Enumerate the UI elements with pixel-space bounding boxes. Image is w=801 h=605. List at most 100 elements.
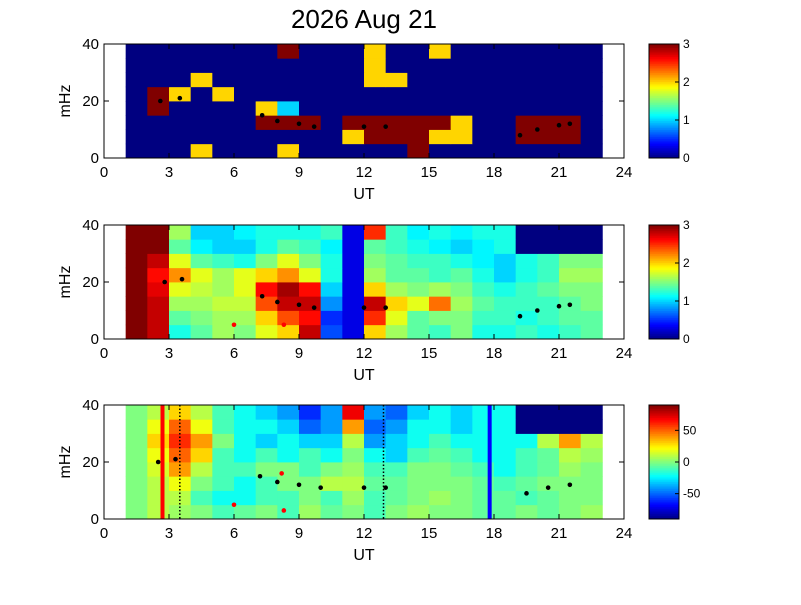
- heatmap-cell: [234, 267, 257, 283]
- heatmap-cell: [342, 58, 365, 73]
- heatmap-cell: [472, 239, 495, 254]
- y-axis-label: mHz: [57, 446, 74, 479]
- colorbar-segment: [649, 478, 679, 481]
- heatmap-cell: [342, 86, 365, 102]
- colorbar-segment: [649, 104, 679, 107]
- heatmap-cell: [407, 267, 430, 283]
- heatmap-cell: [559, 324, 582, 340]
- track-point: [257, 473, 263, 479]
- x-tick-label: 3: [165, 525, 173, 542]
- heatmap-cell: [342, 296, 365, 311]
- heatmap-cell: [212, 282, 235, 297]
- heatmap-cell: [125, 44, 148, 59]
- colorbar-segment: [649, 460, 679, 463]
- colorbar-tick-label: 1: [683, 113, 690, 127]
- track-point: [524, 491, 529, 496]
- heatmap-cell: [472, 282, 495, 297]
- heatmap-cell: [190, 324, 213, 340]
- colorbar-segment: [649, 485, 679, 488]
- colorbar-segment: [649, 426, 679, 429]
- heatmap-cell: [234, 239, 257, 254]
- colorbar-segment: [649, 435, 679, 438]
- heatmap-cell: [212, 296, 235, 311]
- heatmap-cell: [255, 115, 278, 130]
- heatmap-cell: [407, 44, 430, 59]
- heatmap-cell: [472, 324, 495, 340]
- heatmap-cell: [147, 129, 170, 145]
- heatmap-cell: [364, 225, 387, 240]
- heatmap-cell: [364, 433, 387, 449]
- colorbar-segment: [649, 428, 679, 431]
- heatmap-cell: [169, 239, 192, 254]
- heatmap-cell: [147, 419, 170, 434]
- colorbar-segment: [649, 331, 679, 335]
- colorbar-segment: [649, 438, 679, 442]
- colorbar-segment: [649, 141, 679, 145]
- colorbar-segment: [649, 274, 679, 278]
- heatmap-cell: [169, 267, 192, 283]
- heatmap-cell: [429, 143, 452, 159]
- heatmap-cell: [169, 86, 192, 102]
- heatmap-cell: [429, 490, 452, 506]
- heatmap-cell: [494, 447, 517, 463]
- colorbar-segment: [649, 129, 679, 132]
- heatmap-cell: [234, 58, 257, 73]
- heatmap-cell: [494, 129, 517, 145]
- heatmap-cell: [515, 462, 538, 477]
- heatmap-cell: [342, 310, 365, 326]
- heatmap-cell: [407, 225, 430, 240]
- heatmap-cell: [212, 129, 235, 145]
- track-point: [177, 95, 183, 101]
- heatmap-cell: [190, 447, 213, 463]
- colorbar-segment: [649, 265, 679, 269]
- x-tick-label: 24: [616, 345, 633, 362]
- colorbar-segment: [649, 472, 679, 475]
- heatmap-cell: [147, 490, 170, 506]
- heatmap-cell: [429, 447, 452, 463]
- heatmap-cell: [125, 72, 148, 88]
- heatmap-cell: [494, 476, 517, 491]
- heatmap-cell: [537, 490, 560, 506]
- heatmap-cell: [299, 267, 322, 283]
- heatmap-cell: [147, 267, 170, 283]
- heatmap-cell: [537, 419, 560, 434]
- heatmap-cell: [515, 476, 538, 491]
- colorbar-segment: [649, 248, 679, 251]
- heatmap-cell: [515, 115, 538, 130]
- colorbar-segment: [649, 242, 679, 246]
- heatmap-cell: [580, 433, 603, 449]
- colorbar-segment: [649, 328, 679, 331]
- heatmap-cell: [212, 101, 235, 116]
- heatmap-cell: [342, 225, 365, 240]
- colorbar-segment: [649, 289, 679, 292]
- heatmap-cell: [537, 282, 560, 297]
- x-tick-label: 15: [421, 164, 438, 181]
- colorbar-segment: [649, 101, 679, 104]
- heatmap-cell: [147, 115, 170, 130]
- x-tick-label: 15: [421, 525, 438, 542]
- heatmap-cell: [515, 324, 538, 340]
- heatmap-cell: [559, 58, 582, 73]
- colorbar-segment: [649, 504, 679, 508]
- colorbar-segment: [649, 134, 679, 138]
- x-tick-label: 12: [356, 164, 373, 181]
- heatmap-cell: [147, 310, 170, 326]
- track-point: [275, 479, 280, 485]
- heatmap-cell: [364, 44, 387, 59]
- heatmap-cell: [320, 58, 343, 73]
- heatmap-cell: [494, 115, 517, 130]
- heatmap-cell: [147, 101, 170, 116]
- colorbar-segment: [649, 253, 679, 256]
- heatmap-cell: [407, 101, 430, 116]
- heatmap-cell: [277, 253, 300, 269]
- colorbar-segment: [649, 422, 679, 426]
- colorbar-segment: [649, 410, 679, 413]
- track-point: [535, 308, 540, 313]
- heatmap-cell: [342, 101, 365, 116]
- track-point: [259, 293, 265, 299]
- y-tick-label: 20: [82, 274, 99, 291]
- heatmap-cell: [580, 115, 603, 130]
- heatmap-cell: [342, 447, 365, 463]
- heatmap-cell: [212, 405, 235, 420]
